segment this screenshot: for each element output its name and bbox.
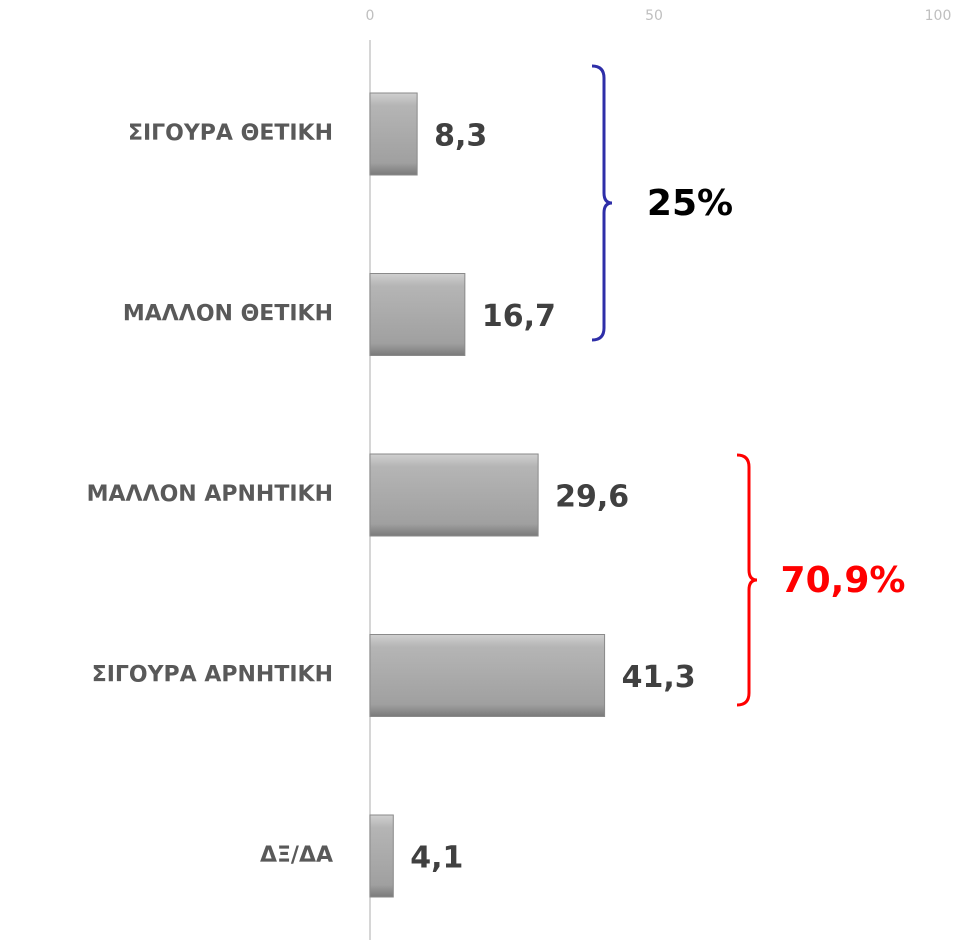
annotation: 70,9% bbox=[781, 560, 906, 601]
value-label: 41,3 bbox=[622, 660, 696, 695]
x-tick-label: 100 bbox=[925, 8, 952, 24]
brace bbox=[591, 64, 613, 342]
value-label: 8,3 bbox=[434, 119, 487, 154]
category-label: ΜΑΛΛΟΝ ΑΡΝΗΤΙΚΗ bbox=[87, 482, 333, 507]
category-label: ΣΙΓΟΥΡΑ ΘΕΤΙΚΗ bbox=[128, 121, 333, 146]
brace bbox=[736, 453, 758, 707]
bar bbox=[369, 814, 394, 898]
category-label: ΣΙΓΟΥΡΑ ΑΡΝΗΤΙΚΗ bbox=[92, 663, 333, 688]
category-label: ΔΞ/ΔΑ bbox=[260, 843, 333, 868]
bar bbox=[369, 453, 539, 537]
annotation: 25% bbox=[647, 183, 733, 224]
bar bbox=[369, 273, 466, 356]
x-tick-label: 50 bbox=[645, 8, 663, 24]
value-label: 4,1 bbox=[410, 841, 463, 876]
value-label: 29,6 bbox=[555, 480, 629, 515]
bar bbox=[369, 92, 418, 176]
category-label: ΜΑΛΛΟΝ ΘΕΤΙΚΗ bbox=[123, 302, 333, 327]
bar bbox=[369, 634, 606, 717]
value-label: 16,7 bbox=[482, 299, 556, 334]
x-tick-label: 0 bbox=[366, 8, 375, 24]
